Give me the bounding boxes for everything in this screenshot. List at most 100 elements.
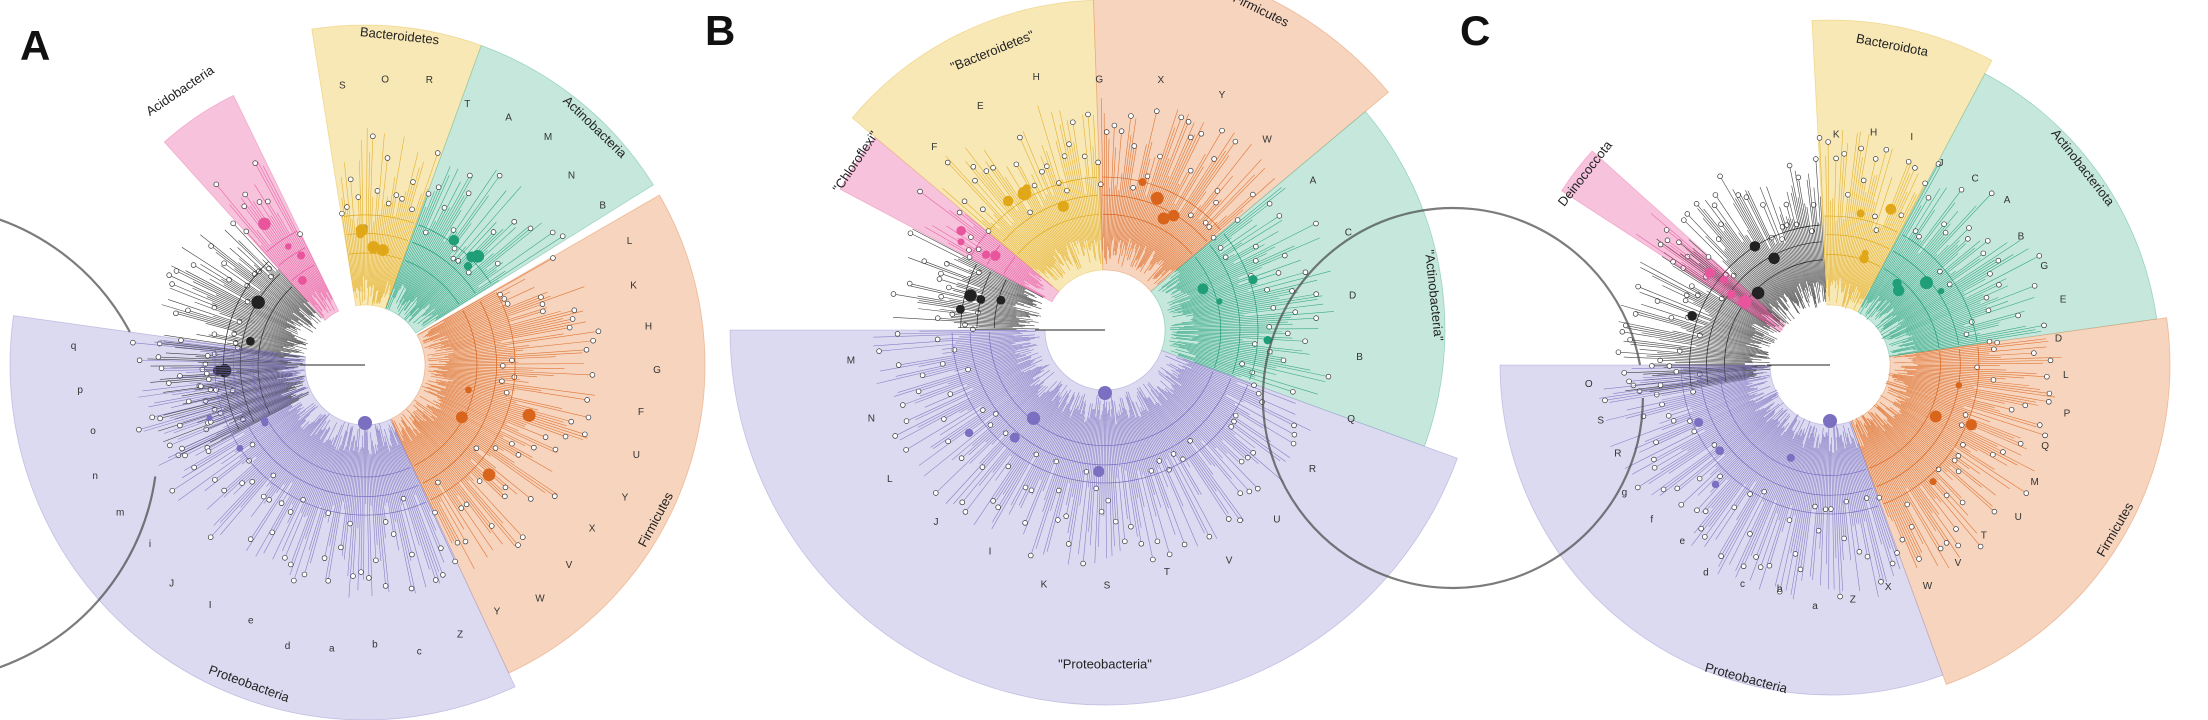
tree-branch	[1640, 372, 1749, 384]
tree-branch	[366, 152, 370, 280]
leaf-node	[987, 422, 994, 428]
leaf-node	[1760, 202, 1766, 208]
tree-branch	[221, 381, 300, 403]
tree-branch	[1867, 418, 1959, 546]
tree-branch	[1044, 199, 1067, 246]
tree-branch	[1030, 210, 1056, 250]
tree-branch	[415, 428, 492, 527]
tree-branch	[1915, 348, 1994, 358]
tree-branch	[228, 279, 314, 333]
tree-branch	[1161, 252, 1221, 292]
leaf-node	[1980, 250, 1987, 257]
leaf-letter-label: W	[1262, 134, 1272, 145]
tree-branch	[1174, 260, 1256, 299]
leaf-node	[933, 490, 939, 496]
tree-branch	[945, 155, 1047, 267]
tree-branch	[1171, 384, 1254, 453]
tree-branch	[1136, 395, 1205, 534]
tree-branch	[418, 257, 554, 335]
tree-branch	[1900, 409, 1995, 470]
tree-branch	[1825, 435, 1829, 510]
tree-branch	[1643, 368, 1752, 375]
tree-branch	[1172, 387, 1285, 483]
tree-branch	[1182, 358, 1255, 386]
tree-branch	[1148, 411, 1218, 539]
tree-branch	[412, 223, 472, 302]
tree-branch	[880, 343, 1032, 372]
leaf-node	[1941, 221, 1947, 227]
tree-branch	[1178, 346, 1277, 369]
tree-branch	[1164, 390, 1228, 454]
tree-branch	[1166, 224, 1258, 288]
tree-branch	[1893, 243, 1967, 309]
tree-branch	[411, 440, 439, 483]
tree-branch	[246, 231, 310, 303]
tree-branch	[1696, 203, 1777, 301]
leaf-node	[178, 337, 184, 344]
tree-branch	[214, 386, 292, 410]
leaf-letter-label: U	[633, 450, 640, 461]
leaf-node	[502, 493, 508, 500]
tree-branch	[180, 340, 305, 358]
tree-branch	[185, 270, 296, 329]
tree-branch	[1794, 170, 1820, 304]
tree-branch	[422, 226, 529, 317]
tree-branch	[1912, 300, 2009, 336]
leaf-node	[1990, 377, 1997, 383]
tree-branch	[1183, 253, 1267, 294]
tree-branch	[1781, 238, 1800, 284]
leaf-node	[2031, 283, 2038, 289]
tree-branch	[1681, 418, 1773, 505]
leaf-node	[1290, 389, 1296, 395]
tree-branch	[895, 364, 1037, 437]
tree-branch	[158, 384, 304, 432]
tree-branch	[1613, 375, 1748, 394]
tree-branch	[1087, 114, 1100, 260]
leaf-node	[1231, 418, 1237, 425]
tree-branch	[1625, 325, 1769, 354]
leaf-node	[409, 206, 415, 213]
tree-branch	[1165, 375, 1281, 462]
tree-branch	[1161, 190, 1218, 261]
tree-branch	[224, 229, 321, 323]
tree-branch	[1755, 432, 1805, 558]
tree-branch	[1112, 173, 1123, 256]
leaf-node	[179, 445, 185, 452]
tree-branch	[413, 404, 496, 474]
tree-branch	[1840, 434, 1860, 552]
tree-branch	[1093, 115, 1101, 241]
tree-branch	[1852, 225, 1881, 303]
tree-branch	[299, 233, 333, 300]
tree-branch	[1057, 410, 1086, 521]
tree-branch	[1893, 378, 2005, 404]
tree-branch	[390, 430, 416, 496]
tree-branch	[947, 376, 1040, 442]
tree-branch	[1103, 399, 1105, 516]
leaf-node	[1651, 464, 1658, 471]
tree-branch	[1676, 367, 1766, 373]
tree-branch	[1813, 187, 1824, 286]
tree-branch	[1184, 368, 1311, 431]
tree-branch	[438, 303, 508, 334]
tree-branch	[1119, 403, 1139, 499]
leaf-node	[1250, 450, 1256, 456]
tree-branch	[1178, 377, 1236, 416]
leaf-node	[1070, 119, 1076, 125]
leaf-node	[1912, 165, 1918, 171]
tree-branch	[367, 136, 374, 288]
tree-branch	[437, 396, 556, 450]
tree-branch	[1082, 114, 1097, 246]
leaf-node	[1916, 556, 1922, 562]
internal-node	[1694, 417, 1704, 428]
tree-branch	[959, 333, 1023, 337]
tree-branch	[1118, 415, 1138, 537]
tree-branch	[154, 377, 297, 404]
internal-node	[1768, 252, 1780, 265]
tree-branch	[966, 229, 1039, 282]
leaf-node	[1130, 185, 1136, 191]
tree-branch	[158, 401, 291, 466]
tree-branch	[1743, 430, 1803, 567]
tree-branch	[1866, 417, 1933, 514]
tree-branch	[1604, 377, 1749, 401]
tree-branch	[1874, 412, 1939, 481]
